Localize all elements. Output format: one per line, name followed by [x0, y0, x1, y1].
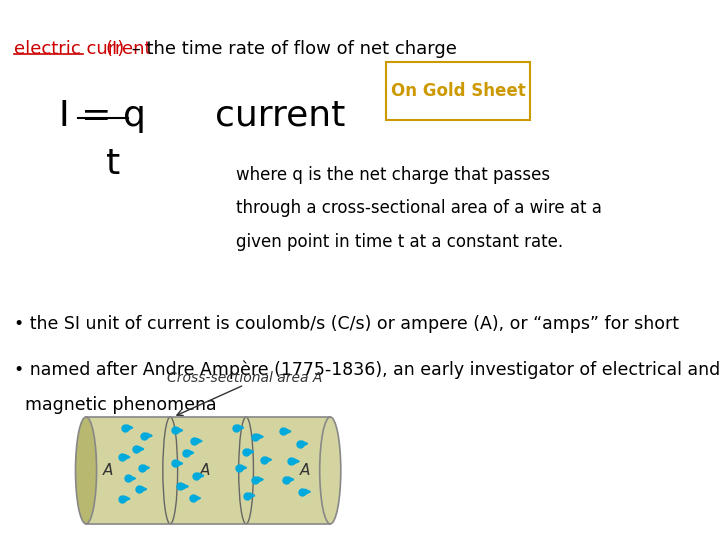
Text: A: A	[200, 463, 210, 478]
Ellipse shape	[76, 417, 96, 524]
Text: through a cross-sectional area of a wire at a: through a cross-sectional area of a wire…	[236, 199, 602, 218]
Ellipse shape	[320, 417, 341, 524]
Text: where q is the net charge that passes: where q is the net charge that passes	[236, 166, 550, 184]
Ellipse shape	[239, 417, 253, 524]
Text: given point in time t at a constant rate.: given point in time t at a constant rate…	[236, 233, 563, 251]
Text: A: A	[300, 463, 310, 478]
Text: magnetic phenomena: magnetic phenomena	[14, 396, 217, 414]
Text: t: t	[106, 147, 120, 181]
Text: • the SI unit of current is coulomb/s (C/s) or ampere (A), or “amps” for short: • the SI unit of current is coulomb/s (C…	[14, 315, 679, 333]
Text: Cross-sectional area A: Cross-sectional area A	[166, 371, 322, 385]
Text: electric current: electric current	[14, 40, 151, 58]
Text: On Gold Sheet: On Gold Sheet	[390, 82, 526, 100]
Bar	[86, 417, 330, 524]
Text: – the time rate of flow of net charge: – the time rate of flow of net charge	[127, 40, 457, 58]
Text: (I): (I)	[105, 40, 125, 58]
Text: • named after Andre Ampère (1775-1836), an early investigator of electrical and: • named after Andre Ampère (1775-1836), …	[14, 361, 720, 380]
Text: current: current	[215, 99, 346, 133]
Text: A: A	[103, 463, 114, 478]
FancyBboxPatch shape	[386, 62, 530, 120]
Ellipse shape	[163, 417, 178, 524]
Text: I = q: I = q	[59, 99, 146, 133]
